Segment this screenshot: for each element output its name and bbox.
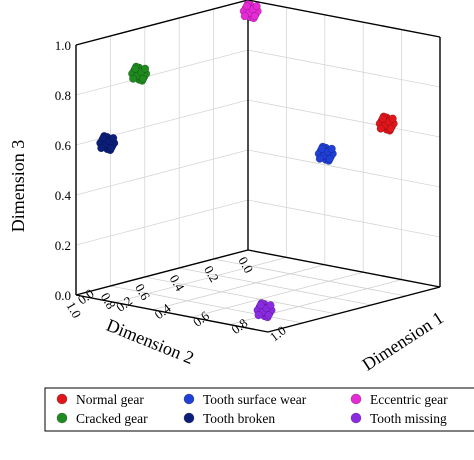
grid-line — [247, 99, 441, 138]
grid-line — [152, 264, 325, 311]
data-point — [376, 124, 385, 133]
data-point — [386, 124, 395, 133]
legend-label: Normal gear — [76, 392, 144, 407]
data-point — [327, 144, 336, 153]
data-point — [242, 2, 251, 11]
data-point — [99, 134, 108, 143]
z-tick-label: 0.4 — [55, 188, 72, 203]
data-point — [317, 144, 326, 153]
grid-line — [75, 49, 249, 96]
legend-label: Eccentric gear — [370, 392, 448, 407]
data-point — [97, 144, 106, 153]
legend-marker — [350, 393, 362, 405]
y-tick-label: 1.0 — [63, 299, 84, 321]
x-axis-label: Dimension 1 — [358, 307, 446, 374]
axis-frame-edge — [267, 286, 441, 333]
z-tick-label: 0.8 — [55, 88, 71, 103]
data-point — [131, 64, 140, 73]
cluster-eccentric-gear — [239, 0, 262, 23]
data-point — [325, 154, 334, 163]
axis-frame-edge — [75, 249, 249, 296]
legend-marker — [56, 412, 68, 424]
data-point — [388, 114, 397, 123]
data-point — [252, 2, 261, 11]
grid-line — [114, 257, 287, 303]
data-point — [129, 74, 138, 83]
legend-item: Tooth broken — [183, 411, 275, 426]
axis-frame-edge — [75, 0, 249, 46]
z-axis-label: Dimension 3 — [8, 140, 28, 233]
legend-marker — [56, 393, 68, 405]
legend-label: Tooth broken — [203, 411, 275, 426]
legend-item: Tooth surface wear — [183, 392, 307, 407]
data-point — [256, 301, 265, 310]
z-tick-label: 0.2 — [55, 238, 71, 253]
y-tick-label: 0.2 — [201, 263, 222, 285]
axis-frame-edge — [75, 294, 269, 333]
data-point — [107, 144, 116, 153]
legend-item: Normal gear — [56, 392, 144, 407]
legend-label: Cracked gear — [76, 411, 148, 426]
data-point — [378, 114, 387, 123]
y-tick-label: 0.6 — [132, 281, 153, 303]
legend-item: Cracked gear — [56, 411, 148, 426]
data-point — [139, 74, 148, 83]
grid-line — [229, 279, 402, 325]
data-points — [96, 0, 398, 322]
x-tick-label: 0.8 — [228, 315, 250, 337]
y-tick-label: 0.4 — [167, 272, 188, 294]
grid-line — [75, 199, 249, 246]
grid-line — [179, 267, 372, 306]
legend: Normal gear Cracked gear Tooth surface wea… — [44, 387, 474, 432]
data-point — [266, 301, 275, 310]
data-point — [109, 134, 118, 143]
data-point — [264, 311, 273, 320]
axis-panes — [75, 0, 441, 333]
x-tick-label: 0.6 — [190, 308, 212, 330]
legend-marker — [350, 412, 362, 424]
data-point — [254, 311, 263, 320]
x-tick-label: 0.4 — [152, 300, 174, 322]
cluster-cracked-gear — [128, 62, 151, 85]
cluster-tooth-missing — [253, 299, 276, 322]
data-point — [315, 154, 324, 163]
grid-line — [247, 199, 441, 238]
data-point — [250, 12, 259, 21]
axis-frame-edge — [247, 249, 441, 288]
grid-line — [247, 149, 441, 188]
legend-marker — [183, 393, 195, 405]
legend-label: Tooth surface wear — [203, 392, 307, 407]
grid-line — [213, 258, 406, 297]
z-tick-label: 1.0 — [55, 38, 71, 53]
z-tick-label: 0.6 — [55, 138, 72, 153]
legend-box — [44, 387, 474, 432]
grid-line — [247, 49, 441, 88]
data-point — [141, 64, 150, 73]
grid-line — [191, 271, 364, 318]
cluster-normal-gear — [375, 112, 398, 135]
x-tick-label: 1.0 — [267, 323, 289, 345]
z-tick-label: 0.0 — [55, 288, 71, 303]
legend-item: Eccentric gear — [350, 392, 448, 407]
grid-line — [75, 149, 249, 196]
tick-labels: 0.0 0.00.00.20.20.20.40.40.40.60.60.60.80… — [55, 38, 289, 344]
y-tick-label: 0.8 — [98, 290, 119, 312]
legend-marker — [183, 412, 195, 424]
legend-label: Tooth missing — [370, 411, 447, 426]
cluster-tooth-surface-wear — [314, 142, 337, 165]
grid-line — [144, 276, 337, 315]
y-axis-label: Dimension 2 — [104, 315, 197, 368]
axis-frame-edge — [247, 0, 441, 38]
data-point — [240, 12, 249, 21]
legend-item: Tooth missing — [350, 411, 447, 426]
y-tick-label: 0.0 — [235, 254, 256, 276]
cluster-tooth-broken — [96, 132, 119, 155]
